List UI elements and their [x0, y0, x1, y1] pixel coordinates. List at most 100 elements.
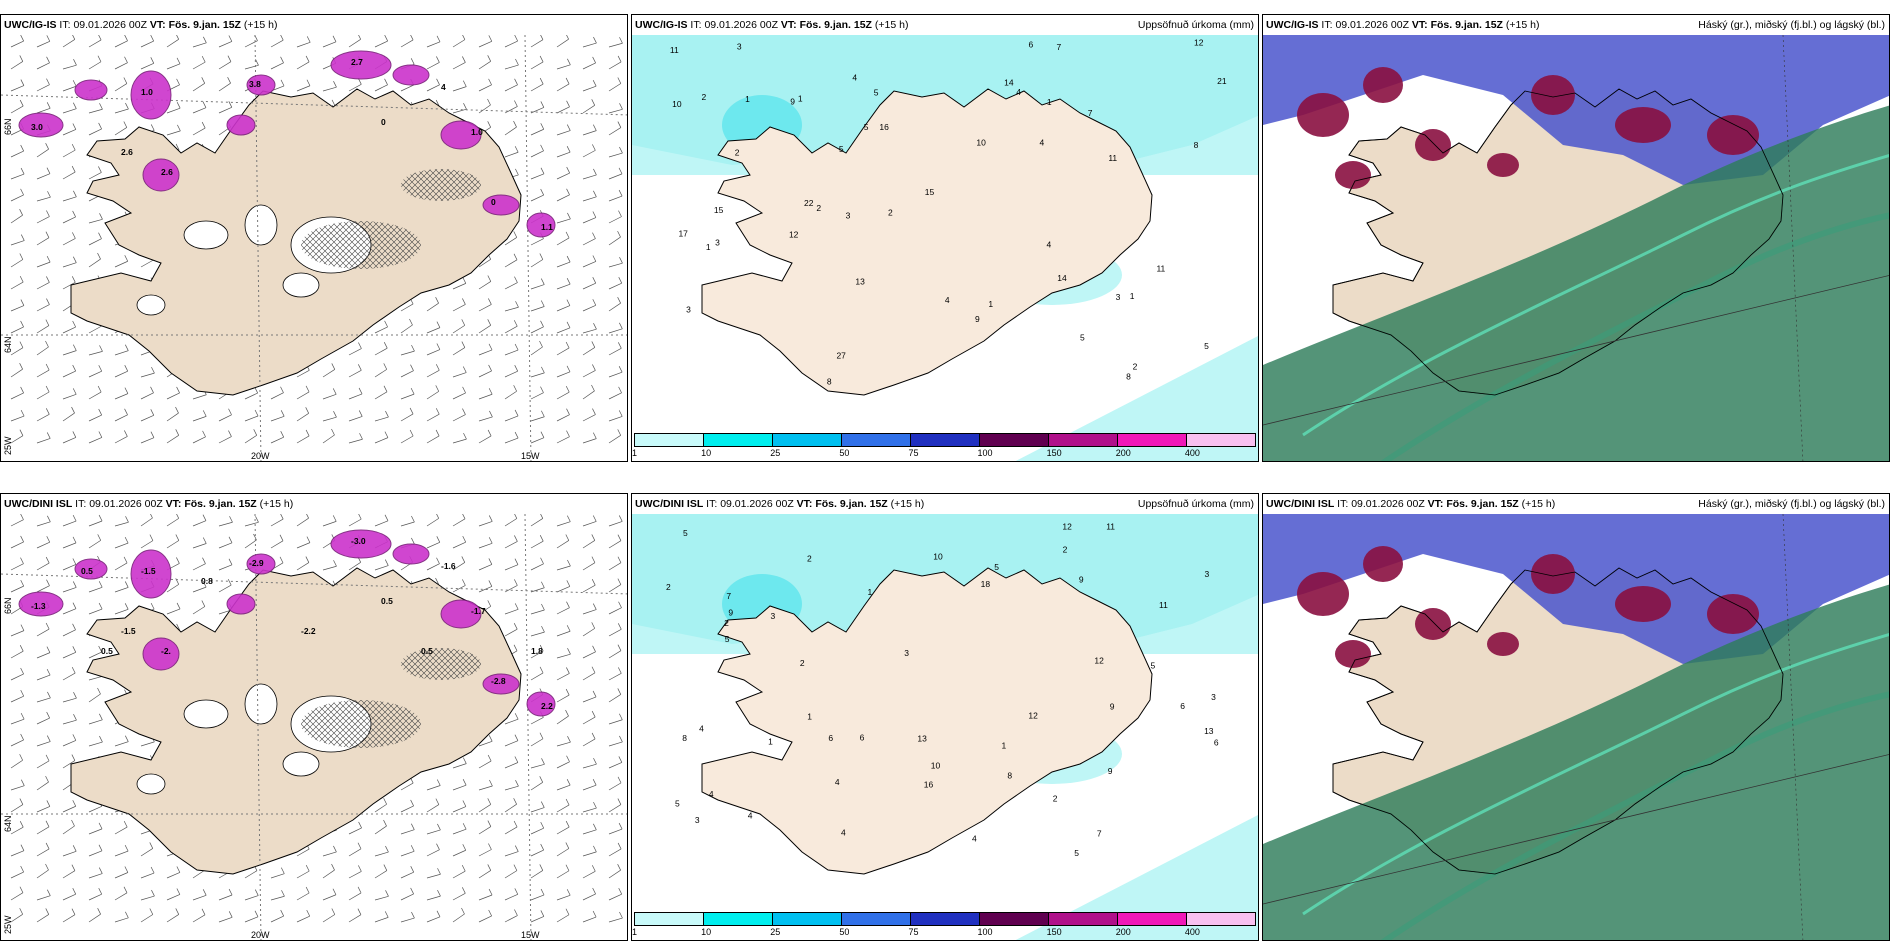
wind-barb-flag	[566, 889, 571, 896]
wind-barb-flag	[150, 409, 155, 416]
colorbar-labels: 1 10 25 50 75 100 150 200 400	[632, 448, 1256, 459]
wind-barb-flag	[566, 278, 571, 285]
wind-barb	[244, 415, 259, 422]
wind-barb	[608, 628, 622, 637]
map-label: -1.5	[141, 566, 156, 576]
wind-barb	[374, 40, 388, 48]
wind-barb-flag	[566, 255, 571, 263]
mid-cloud-area	[1363, 546, 1403, 582]
wind-barb	[62, 39, 75, 48]
wind-barb-flag	[253, 429, 258, 436]
wind-barb-flag	[513, 385, 517, 392]
wind-barb	[556, 391, 570, 400]
wind-barb-flag	[306, 536, 311, 543]
map-label: 0.5	[421, 646, 433, 656]
wind-barb	[504, 282, 518, 290]
wind-barb-flag	[201, 908, 206, 915]
precip-value: 3	[1211, 692, 1216, 702]
colorbar-cell	[842, 434, 911, 446]
glacier-area	[282, 272, 320, 298]
wind-barb-flag	[461, 907, 465, 915]
wind-barb-flag	[385, 410, 389, 418]
wind-barb	[10, 347, 24, 356]
precip-value: 2	[800, 658, 805, 668]
wind-barb	[608, 762, 622, 769]
wind-barb-flag	[462, 757, 467, 764]
vt-label: VT:	[165, 498, 182, 510]
wind-barb	[322, 369, 335, 378]
wind-barb	[62, 564, 77, 571]
wind-barb-flag	[123, 820, 128, 828]
wind-barb-flag	[124, 365, 129, 372]
wind-barb-flag	[513, 120, 517, 128]
wind-barb-flag	[333, 411, 337, 418]
wind-barb	[608, 282, 622, 290]
wind-barb	[62, 85, 77, 92]
wind-barb-flag	[566, 124, 571, 131]
wind-barb-flag	[462, 366, 467, 373]
wind-barb-flag	[201, 55, 206, 63]
valid-time: Fös. 9.jan. 15Z	[168, 19, 241, 31]
wind-barb-flag	[73, 190, 77, 197]
wind-barb	[36, 41, 50, 48]
wind-barb-flag	[540, 910, 545, 917]
wind-barb-flag	[125, 516, 129, 523]
wind-barb-flag	[125, 735, 129, 742]
valid-time: Fös. 9.jan. 15Z	[1430, 19, 1503, 31]
wind-barb	[374, 416, 389, 422]
colorbar-label: 10	[701, 448, 712, 458]
wind-barb	[218, 894, 233, 901]
wind-barb	[36, 741, 51, 747]
wind-barb-flag	[359, 433, 363, 440]
wind-barb-flag	[202, 889, 207, 896]
wind-barb	[426, 62, 440, 70]
lat-tick-label: 66N	[3, 118, 13, 135]
wind-barb-flag	[202, 580, 207, 588]
wind-barb-flag	[228, 101, 233, 108]
wind-barb-flag	[98, 867, 103, 874]
wind-barb-flag	[279, 534, 284, 541]
wind-barb	[88, 608, 103, 615]
wind-barb-flag	[488, 388, 493, 395]
wind-barb	[504, 564, 519, 571]
wind-barb-flag	[565, 820, 570, 828]
wind-barb-flag	[487, 319, 492, 326]
wind-barb	[556, 653, 571, 659]
wind-barb-flag	[45, 408, 50, 415]
glacier-area	[136, 294, 166, 316]
wind-barb-flag	[72, 123, 77, 130]
wind-barb-flag	[514, 845, 519, 852]
wind-barb	[166, 872, 181, 879]
wind-barb	[582, 870, 596, 879]
wind-barb	[556, 218, 571, 224]
wind-barb-flag	[176, 888, 181, 895]
colorbar-label: 200	[1115, 448, 1131, 458]
wind-barb-flag	[358, 35, 361, 40]
map-label: 1.0	[141, 87, 153, 97]
wind-barb-flag	[333, 845, 337, 853]
wind-barb	[478, 826, 492, 835]
wind-barb	[504, 40, 518, 48]
precip-value: 1	[706, 242, 711, 252]
glacier-area	[244, 204, 278, 246]
wind-barb	[114, 608, 129, 615]
glacier-area	[136, 773, 166, 795]
wind-barb-flag	[514, 78, 518, 85]
wind-barb	[556, 586, 570, 593]
wind-barb	[426, 829, 441, 835]
wind-barb-flag	[618, 887, 623, 895]
wind-barb	[530, 540, 544, 549]
precip-value: 4	[841, 827, 846, 837]
wind-barb-flag	[20, 320, 24, 328]
wind-barb-flag	[619, 713, 623, 720]
wind-barb	[504, 237, 517, 246]
wind-barb-flag	[565, 908, 570, 915]
wind-barb	[62, 64, 77, 70]
wind-barb	[166, 392, 180, 400]
wind-barb	[582, 174, 597, 180]
wind-barb-flag	[72, 320, 76, 328]
wind-barb-flag	[409, 318, 413, 326]
wind-barb-flag	[331, 908, 336, 915]
wind-barb	[192, 586, 207, 593]
wind-barb	[10, 326, 24, 334]
